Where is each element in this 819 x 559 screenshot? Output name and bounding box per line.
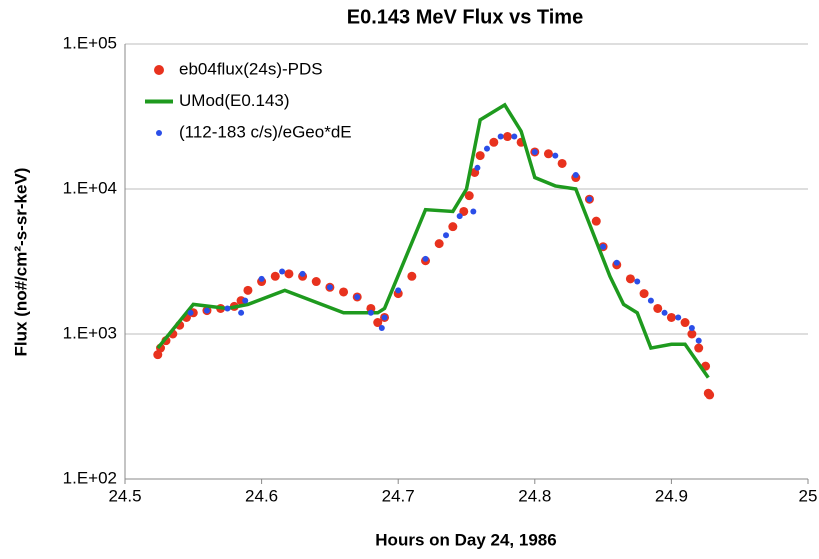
data-point xyxy=(600,243,607,250)
chart-title: E0.143 MeV Flux vs Time xyxy=(347,6,583,28)
data-point xyxy=(474,164,481,171)
data-point xyxy=(238,309,245,316)
data-point xyxy=(687,329,697,339)
data-point xyxy=(311,277,321,287)
data-point xyxy=(613,259,620,266)
data-point xyxy=(639,289,649,299)
data-point xyxy=(326,284,333,291)
data-point xyxy=(705,390,715,400)
data-point xyxy=(448,222,458,232)
x-tick-label: 24.5 xyxy=(108,486,141,505)
data-point xyxy=(531,148,538,155)
data-point xyxy=(666,312,676,322)
data-point xyxy=(258,275,265,282)
data-point xyxy=(694,343,704,353)
data-point xyxy=(475,151,485,161)
data-point xyxy=(378,324,385,331)
data-point xyxy=(653,303,663,313)
data-point xyxy=(543,149,553,159)
data-point xyxy=(647,297,654,304)
x-tick-label: 24.8 xyxy=(518,486,551,505)
data-point xyxy=(625,274,635,284)
data-point xyxy=(675,314,682,321)
x-tick-label: 24.9 xyxy=(655,486,688,505)
data-point xyxy=(483,145,490,152)
data-point xyxy=(464,191,474,201)
data-point xyxy=(443,232,450,239)
data-point xyxy=(203,307,210,314)
data-point xyxy=(634,278,641,285)
y-tick-label: 1.E+04 xyxy=(63,178,117,197)
data-point xyxy=(688,324,695,331)
data-point xyxy=(661,309,668,316)
y-tick-label: 1.E+03 xyxy=(63,323,117,342)
y-axis-label: Flux (no#/cm²-s-sr-keV) xyxy=(11,168,30,357)
data-point xyxy=(279,268,286,275)
data-point xyxy=(381,314,388,321)
legend-swatch xyxy=(156,130,162,136)
x-tick-label: 25 xyxy=(799,486,818,505)
data-point xyxy=(373,318,383,328)
legend-label: eb04flux(24s)-PDS xyxy=(179,59,323,78)
data-point xyxy=(422,255,429,262)
y-tick-label: 1.E+05 xyxy=(63,33,117,52)
data-point xyxy=(354,293,361,300)
x-tick-label: 24.6 xyxy=(245,486,278,505)
data-point xyxy=(224,305,231,312)
data-point xyxy=(511,133,518,140)
data-point xyxy=(270,271,280,281)
data-point xyxy=(407,271,417,281)
data-point xyxy=(586,196,593,203)
data-point xyxy=(434,239,444,249)
data-point xyxy=(497,133,504,140)
data-point xyxy=(242,297,249,304)
data-point xyxy=(489,137,499,147)
legend-label: UMod(E0.143) xyxy=(179,91,290,110)
model-line xyxy=(156,102,710,379)
data-point xyxy=(557,158,567,168)
data-point xyxy=(680,318,690,328)
data-point xyxy=(502,132,512,142)
data-point xyxy=(395,287,402,294)
data-point xyxy=(367,309,374,316)
data-point xyxy=(591,216,601,226)
data-point xyxy=(339,287,349,297)
y-tick-label: 1.E+02 xyxy=(63,468,117,487)
data-point xyxy=(459,206,469,216)
data-point xyxy=(456,213,463,220)
legend-swatch xyxy=(154,65,164,75)
data-point xyxy=(243,285,253,295)
data-point xyxy=(187,309,194,316)
data-point xyxy=(552,152,559,159)
data-point xyxy=(284,269,294,279)
data-point xyxy=(572,171,579,178)
x-axis-label: Hours on Day 24, 1986 xyxy=(375,530,556,549)
data-point xyxy=(299,270,306,277)
data-point xyxy=(695,337,702,344)
data-point xyxy=(366,303,376,313)
legend-label: (112-183 c/s)/eGeo*dE xyxy=(179,122,352,141)
x-tick-label: 24.7 xyxy=(382,486,415,505)
data-point xyxy=(470,208,477,215)
